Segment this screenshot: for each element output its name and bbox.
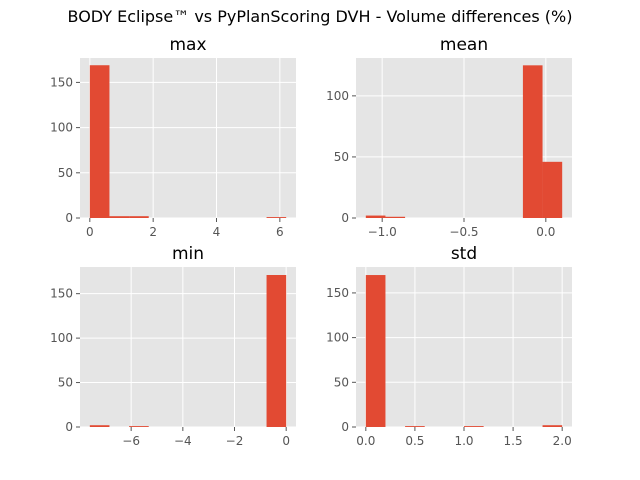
histogram-bar — [365, 275, 386, 427]
x-tick-label: 1.5 — [504, 434, 523, 448]
histogram-bar — [89, 425, 110, 427]
plot-area-max — [80, 58, 296, 218]
x-tick-label: 0 — [282, 434, 290, 448]
subplot-min: −6 −4 −2 0 0 50 100 150 min — [50, 244, 296, 448]
x-tick-label: 0.0 — [536, 225, 555, 239]
histogram-bar — [129, 216, 149, 218]
histogram-bar — [266, 275, 287, 427]
y-tick-label: 50 — [334, 150, 349, 164]
histogram-bar — [365, 215, 386, 218]
subplot-mean: −1.0 −0.5 0.0 0 50 100 mean — [326, 35, 572, 239]
x-tick-label: −6 — [122, 434, 140, 448]
x-tick-label: 0 — [86, 225, 94, 239]
plot-area-min — [80, 267, 296, 427]
y-tick-label: 50 — [58, 376, 73, 390]
x-tick-label: −1.0 — [368, 225, 397, 239]
subplot-max: 0 2 4 6 0 50 100 150 max — [50, 35, 296, 239]
histogram-bar — [109, 216, 130, 218]
x-tick-label: 0.0 — [356, 434, 375, 448]
y-tick-label: 150 — [50, 287, 73, 301]
y-tick-label: 0 — [341, 211, 349, 225]
x-tick-label: −4 — [174, 434, 192, 448]
y-tick-label: 100 — [326, 89, 349, 103]
y-tick-label: 50 — [334, 375, 349, 389]
subplot-title: min — [172, 244, 204, 264]
subplot-title: max — [169, 35, 206, 55]
histogram-bar — [266, 217, 287, 218]
y-tick-label: 150 — [326, 286, 349, 300]
y-tick-label: 0 — [65, 211, 73, 225]
x-tick-label: −0.5 — [449, 225, 478, 239]
histogram-bar — [464, 426, 484, 427]
x-tick-label: −2 — [226, 434, 244, 448]
subplot-title: mean — [440, 35, 488, 55]
x-tick-label: 6 — [276, 225, 284, 239]
figure-title: BODY Eclipse™ vs PyPlanScoring DVH - Vol… — [67, 7, 573, 26]
x-tick-label: 2.0 — [553, 434, 572, 448]
subplot-title: std — [451, 244, 477, 264]
y-tick-label: 100 — [50, 121, 73, 135]
histogram-bar — [405, 426, 425, 427]
y-tick-label: 50 — [58, 166, 73, 180]
histogram-bar — [89, 65, 110, 219]
histogram-bar — [385, 216, 406, 218]
subplot-std: 0.0 0.5 1.0 1.5 2.0 0 50 100 150 std — [326, 244, 572, 448]
y-tick-label: 150 — [50, 75, 73, 89]
x-tick-label: 1.0 — [454, 434, 473, 448]
histogram-bar — [129, 426, 149, 427]
histogram-bar — [522, 65, 543, 218]
histogram-bar — [542, 161, 563, 218]
x-tick-label: 0.5 — [405, 434, 424, 448]
y-tick-label: 100 — [50, 331, 73, 345]
x-tick-label: 2 — [149, 225, 157, 239]
y-tick-label: 0 — [65, 420, 73, 434]
x-tick-label: 4 — [213, 225, 221, 239]
histogram-bar — [542, 425, 563, 427]
y-tick-label: 100 — [326, 331, 349, 345]
y-tick-label: 0 — [341, 420, 349, 434]
